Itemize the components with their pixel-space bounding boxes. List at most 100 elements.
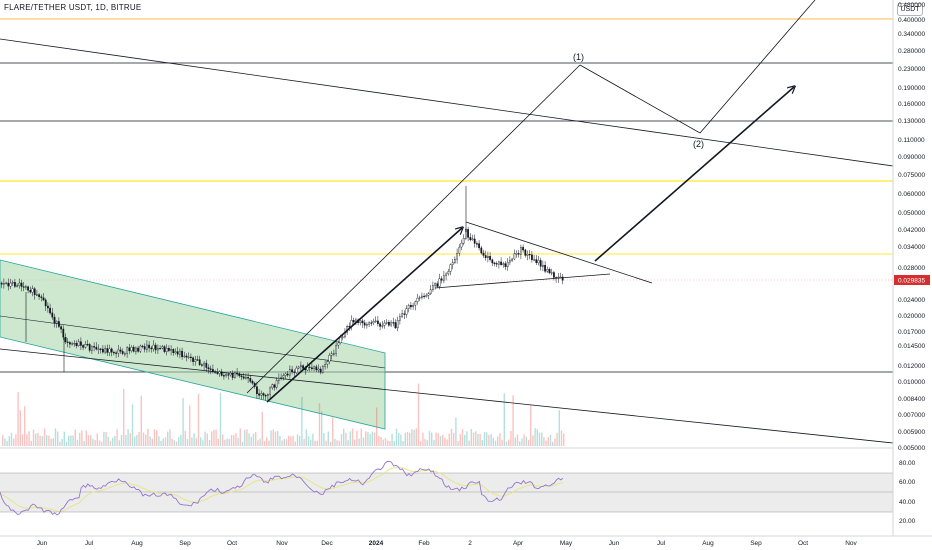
price-tick-label: 0.400000 <box>898 17 925 24</box>
volume-bar <box>505 441 508 446</box>
chart-title: FLARE/TETHER USDT, 1D, BITRUE <box>4 3 142 12</box>
candle-body <box>13 282 16 287</box>
candle-body <box>427 293 430 296</box>
candle-body <box>192 357 194 362</box>
volume-bar <box>318 403 321 446</box>
volume-bar <box>230 435 233 446</box>
candle-body <box>269 387 271 395</box>
volume-bar <box>224 439 226 446</box>
price-tick-label: 0.075000 <box>898 172 925 179</box>
volume-bar <box>96 433 98 446</box>
lower-trend-line <box>0 348 894 444</box>
rsi-tick-label: 20.00 <box>899 518 916 525</box>
candle-body <box>181 350 183 358</box>
candle-body <box>40 296 43 298</box>
volume-bar <box>431 432 433 446</box>
candle-body <box>165 348 168 352</box>
candle-body <box>66 341 69 343</box>
candle-body <box>535 259 538 263</box>
volume-bar <box>136 435 138 446</box>
candle-body <box>504 263 507 267</box>
volume-bar <box>455 417 457 446</box>
price-tick-label: 0.480000 <box>898 2 925 9</box>
volume-bar <box>475 431 477 446</box>
candle-body <box>315 366 318 371</box>
candle-body <box>16 285 18 287</box>
volume-bar <box>32 429 35 446</box>
candle-body <box>82 345 85 348</box>
candle-body <box>443 275 445 281</box>
candle-body <box>73 343 76 345</box>
volume-bar <box>281 440 283 446</box>
volume-bar <box>453 432 455 446</box>
candle-body <box>256 386 258 395</box>
candle-body <box>55 321 58 324</box>
candle-body <box>58 321 60 327</box>
candle-body <box>134 347 137 352</box>
price-tick-label: 0.024000 <box>898 297 925 304</box>
volume-bar <box>211 431 213 446</box>
volume-bar <box>345 432 347 446</box>
price-tick-label: 0.340000 <box>898 31 925 38</box>
volume-bar <box>347 440 349 446</box>
time-tick-label: Nov <box>276 540 288 547</box>
volume-bar <box>554 438 556 446</box>
time-tick-label: Sep <box>750 540 762 547</box>
volume-bar <box>219 392 222 446</box>
candle-body <box>495 263 498 265</box>
candle-body <box>539 260 542 267</box>
candle-body <box>264 395 267 397</box>
volume-bar <box>422 432 424 446</box>
candle-body <box>313 366 315 370</box>
candle-body <box>317 368 320 371</box>
volume-bar <box>294 441 296 446</box>
candle-body <box>159 348 161 350</box>
candle-body <box>482 252 485 256</box>
candle-body <box>366 324 368 326</box>
candle-body <box>214 371 216 373</box>
volume-bar <box>323 433 325 446</box>
price-tick-label: 0.008400 <box>898 396 925 403</box>
volume-bar <box>420 441 422 446</box>
candle-body <box>271 384 274 389</box>
candle-body <box>429 289 432 295</box>
volume-bar <box>336 440 338 446</box>
volume-bar <box>134 436 136 446</box>
volume-bar <box>525 436 527 446</box>
candle-body <box>520 247 522 255</box>
volume-bar <box>472 432 475 446</box>
candle-body <box>227 374 230 376</box>
volume-bar <box>213 429 215 446</box>
volume-bar <box>90 435 92 446</box>
candle-body <box>416 297 419 302</box>
candle-body <box>337 342 340 346</box>
time-tick-label: Jun <box>609 540 620 547</box>
candle-body <box>295 367 298 373</box>
volume-bar <box>277 431 279 446</box>
candle-body <box>90 346 93 351</box>
candle-body <box>436 283 439 287</box>
candle-body <box>262 393 265 396</box>
candle-body <box>27 286 29 291</box>
candle-body <box>438 278 441 287</box>
candle-body <box>126 347 129 354</box>
volume-bar <box>428 430 431 446</box>
candle-body <box>280 377 282 379</box>
candle-body <box>247 377 249 379</box>
candle-body <box>526 253 529 256</box>
candle-body <box>51 312 54 318</box>
volume-bar <box>424 439 426 446</box>
volume-bar <box>222 434 224 446</box>
currency-button[interactable]: USDT <box>897 3 923 16</box>
candle-body <box>399 316 401 321</box>
candle-body <box>93 346 96 348</box>
volume-bar <box>444 437 446 446</box>
candle-body <box>537 260 540 263</box>
candle-body <box>198 359 201 365</box>
rsi-tick-label: 80.00 <box>899 460 916 467</box>
volume-bar <box>252 433 255 446</box>
candle-body <box>143 346 146 350</box>
candle-body <box>174 351 177 354</box>
candle-body <box>306 366 309 371</box>
